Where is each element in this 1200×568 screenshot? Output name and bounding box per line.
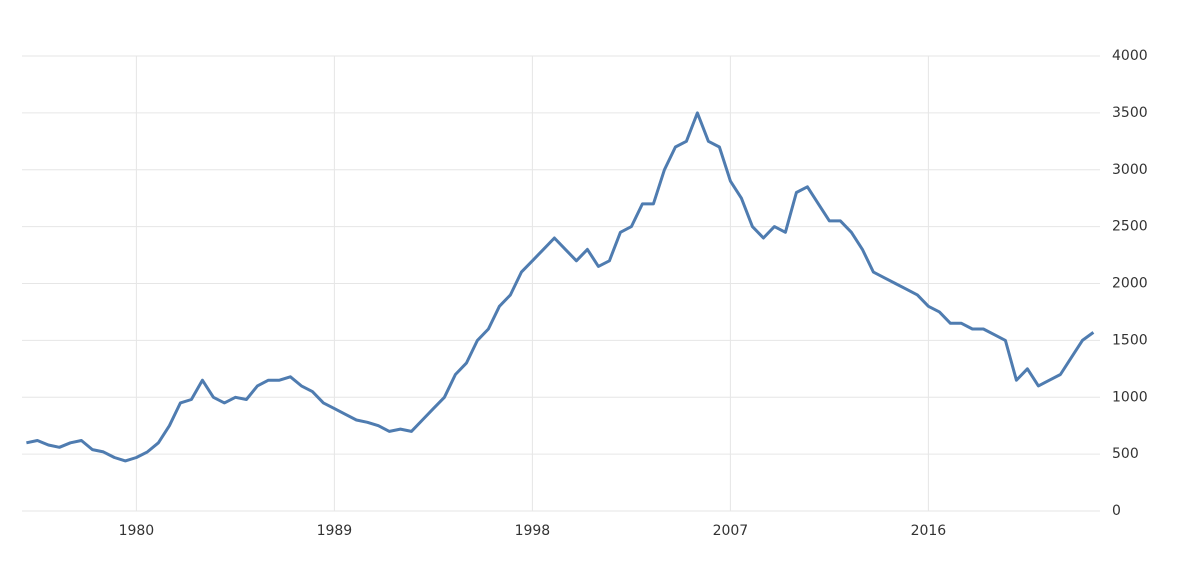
x-tick-label: 2016: [911, 523, 947, 539]
y-tick-label: 1000: [1112, 389, 1148, 405]
x-tick-label: 1980: [119, 523, 155, 539]
y-tick-label: 1500: [1112, 332, 1148, 348]
y-tick-label: 3000: [1112, 162, 1148, 178]
y-tick-label: 2000: [1112, 276, 1148, 292]
y-tick-label: 0: [1112, 503, 1121, 519]
x-tick-label: 1989: [317, 523, 353, 539]
x-tick-label: 1998: [515, 523, 551, 539]
y-tick-label: 500: [1112, 446, 1139, 462]
y-tick-label: 4000: [1112, 48, 1148, 64]
y-tick-label: 2500: [1112, 219, 1148, 235]
x-tick-label: 2007: [713, 523, 749, 539]
data-line: [26, 111, 1095, 463]
y-tick-label: 3500: [1112, 105, 1148, 121]
